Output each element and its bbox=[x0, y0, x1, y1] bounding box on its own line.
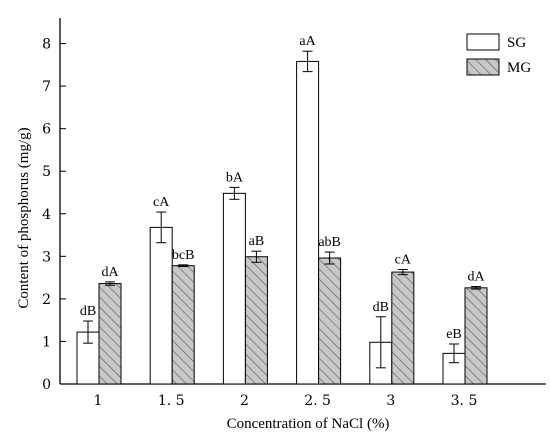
bar-mg bbox=[244, 256, 268, 385]
data-label: bA bbox=[226, 170, 244, 185]
data-label: cA bbox=[153, 195, 170, 210]
bar-mg bbox=[171, 265, 195, 385]
x-axis-title: Concentration of NaCl (%) bbox=[227, 416, 390, 432]
y-tick-label: 4 bbox=[42, 207, 51, 223]
y-tick-label: 3 bbox=[42, 249, 51, 265]
data-label: abB bbox=[318, 235, 341, 250]
y-tick-label: 8 bbox=[42, 37, 51, 53]
bar-sg bbox=[296, 60, 320, 385]
legend-swatch-mg bbox=[466, 58, 500, 76]
x-tick-label: 2. 5 bbox=[304, 393, 331, 409]
y-tick-label: 2 bbox=[42, 292, 51, 308]
y-axis-title: Content of phosphorus (mg/g) bbox=[16, 127, 32, 308]
bar-mg bbox=[98, 283, 122, 385]
data-label: eB bbox=[446, 327, 462, 342]
data-label: dB bbox=[373, 300, 389, 315]
data-label: aB bbox=[249, 234, 265, 249]
x-tick-label: 3. 5 bbox=[451, 393, 478, 409]
data-label: cA bbox=[395, 253, 412, 268]
y-tick-label: 7 bbox=[42, 79, 51, 95]
bar-sg bbox=[222, 192, 246, 385]
legend-swatch-sg bbox=[466, 33, 500, 51]
x-tick-label: 1 bbox=[94, 393, 103, 409]
legend-label-mg: MG bbox=[507, 60, 531, 76]
x-tick-label: 1. 5 bbox=[158, 393, 185, 409]
x-tick-label: 2 bbox=[240, 393, 249, 409]
data-label: dB bbox=[80, 304, 96, 319]
legend-label-sg: SG bbox=[507, 35, 526, 51]
y-tick-label: 5 bbox=[42, 164, 51, 180]
bar-mg bbox=[391, 271, 415, 385]
data-label: dA bbox=[467, 270, 485, 285]
legend: SG MG bbox=[466, 33, 531, 76]
y-tick-label: 0 bbox=[42, 377, 51, 393]
y-tick-label: 6 bbox=[42, 122, 51, 138]
bar-mg bbox=[318, 257, 342, 385]
y-tick-label: 1 bbox=[42, 334, 51, 350]
data-label: aA bbox=[299, 34, 316, 49]
data-label: dA bbox=[101, 265, 119, 280]
data-label: bcB bbox=[172, 248, 195, 263]
plot-area: 0 1 2 3 4 5 6 7 8 1 1. 5 2 2. 5 3 3. 5 dB cA bA aA dB eB dA bc… bbox=[42, 18, 546, 409]
bar-mg bbox=[464, 287, 488, 385]
bar-sg bbox=[149, 226, 173, 385]
x-tick-label: 3 bbox=[386, 393, 395, 409]
